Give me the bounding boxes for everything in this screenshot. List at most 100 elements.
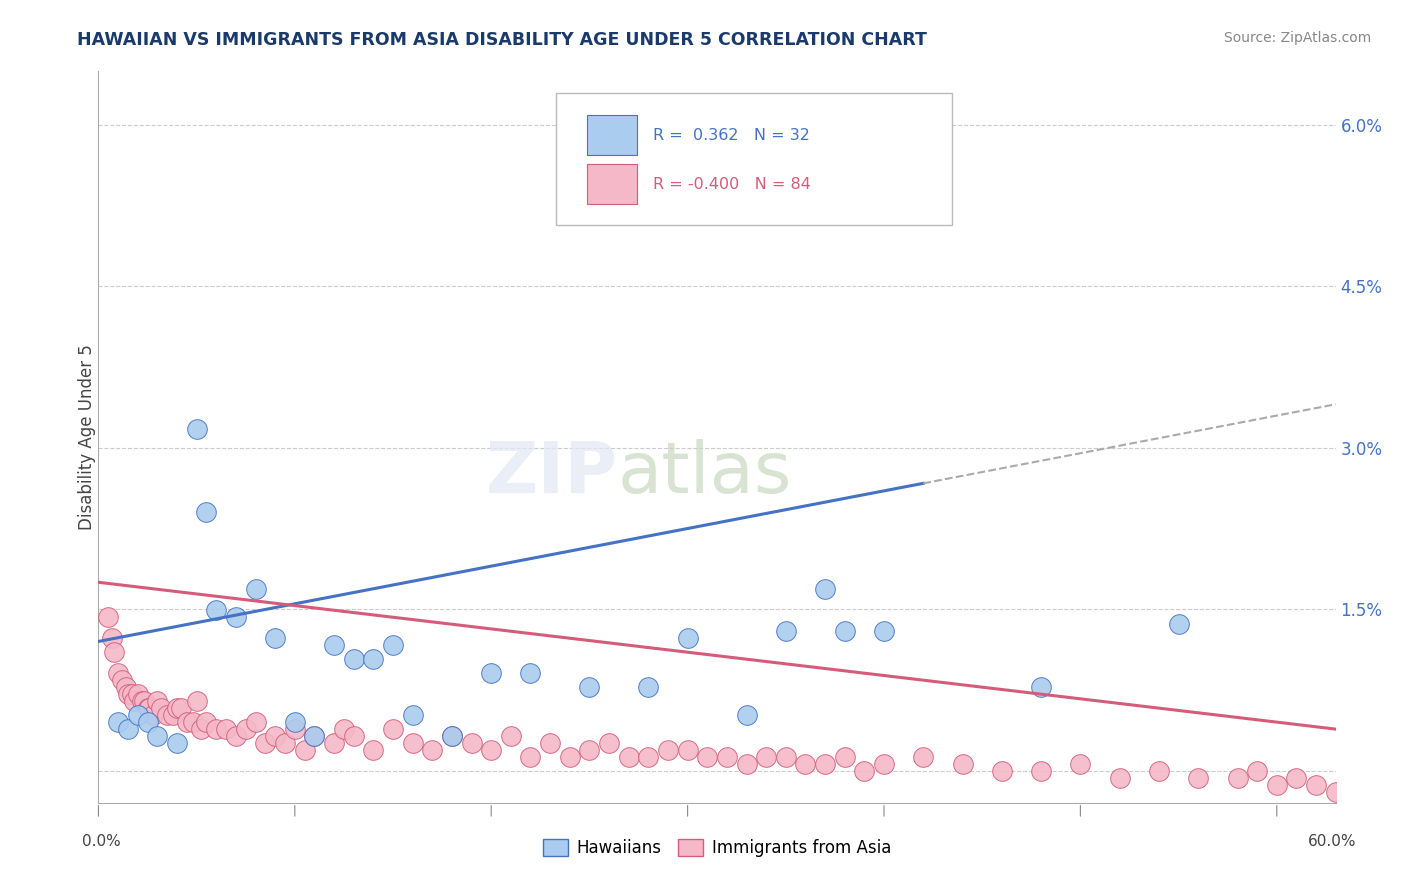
Point	[162, 613, 184, 627]
Text: R = -0.400   N = 84: R = -0.400 N = 84	[652, 177, 811, 192]
Point	[294, 666, 316, 681]
FancyBboxPatch shape	[557, 94, 952, 225]
Point	[834, 677, 856, 691]
Point	[814, 688, 837, 702]
Point	[440, 645, 463, 659]
Point	[117, 581, 139, 595]
Point	[132, 591, 155, 606]
Point	[190, 634, 212, 648]
Point	[775, 677, 797, 691]
Point	[170, 602, 193, 616]
Point	[735, 688, 758, 702]
Point	[538, 656, 561, 670]
Point	[420, 666, 443, 681]
Point	[657, 666, 679, 681]
Y-axis label: Disability Age Under 5: Disability Age Under 5	[79, 344, 96, 530]
Point	[794, 688, 817, 702]
Point	[136, 602, 159, 616]
Point	[215, 634, 238, 648]
Point	[111, 559, 134, 574]
Point	[401, 656, 423, 670]
Point	[181, 624, 204, 638]
Point	[97, 462, 120, 476]
Point	[834, 483, 856, 498]
Point	[1364, 731, 1386, 746]
Point	[142, 613, 165, 627]
Point	[323, 656, 346, 670]
Point	[382, 505, 405, 519]
Point	[284, 634, 307, 648]
Point	[117, 634, 139, 648]
FancyBboxPatch shape	[588, 164, 637, 204]
Point	[205, 634, 228, 648]
Point	[1167, 473, 1189, 487]
Point	[912, 677, 935, 691]
Point	[121, 581, 143, 595]
Point	[304, 645, 326, 659]
Point	[873, 483, 896, 498]
Text: 60.0%: 60.0%	[1308, 834, 1355, 849]
Point	[460, 656, 482, 670]
Point	[637, 677, 659, 691]
Point	[1226, 710, 1249, 724]
Point	[156, 613, 179, 627]
Point	[186, 591, 208, 606]
Point	[166, 602, 188, 616]
Point	[853, 698, 876, 713]
Point	[101, 494, 124, 508]
Point	[195, 624, 218, 638]
Point	[146, 645, 169, 659]
Point	[127, 581, 149, 595]
Point	[1187, 710, 1209, 724]
Text: R =  0.362   N = 32: R = 0.362 N = 32	[652, 128, 810, 144]
Point	[382, 634, 405, 648]
Point	[1246, 698, 1268, 713]
Point	[1108, 710, 1130, 724]
Point	[333, 634, 356, 648]
Point	[1305, 721, 1327, 735]
Text: HAWAIIAN VS IMMIGRANTS FROM ASIA DISABILITY AGE UNDER 5 CORRELATION CHART: HAWAIIAN VS IMMIGRANTS FROM ASIA DISABIL…	[77, 31, 927, 49]
Point	[284, 624, 307, 638]
Point	[1384, 742, 1406, 756]
Point	[1147, 698, 1170, 713]
Point	[254, 656, 277, 670]
Point	[225, 645, 247, 659]
Point	[274, 656, 297, 670]
Point	[245, 624, 267, 638]
Point	[363, 666, 385, 681]
Point	[1344, 721, 1367, 735]
Point	[1069, 688, 1091, 702]
Point	[205, 451, 228, 466]
Point	[755, 677, 778, 691]
Point	[235, 634, 257, 648]
Point	[716, 677, 738, 691]
Point	[264, 494, 287, 508]
Point	[127, 613, 149, 627]
Point	[264, 645, 287, 659]
Point	[775, 483, 797, 498]
Point	[245, 419, 267, 434]
Point	[1285, 710, 1308, 724]
Point	[107, 624, 129, 638]
Point	[952, 688, 974, 702]
Point	[131, 591, 153, 606]
Point	[696, 677, 718, 691]
Point	[107, 549, 129, 563]
Point	[186, 172, 208, 186]
Text: Source: ZipAtlas.com: Source: ZipAtlas.com	[1223, 31, 1371, 45]
Point	[343, 645, 366, 659]
Point	[1029, 570, 1052, 584]
Point	[195, 301, 218, 315]
Legend: Hawaiians, Immigrants from Asia: Hawaiians, Immigrants from Asia	[537, 832, 897, 864]
Point	[176, 624, 198, 638]
Point	[499, 645, 522, 659]
Point	[225, 462, 247, 476]
Point	[873, 688, 896, 702]
Point	[735, 613, 758, 627]
Point	[578, 666, 600, 681]
Point	[617, 677, 640, 691]
Point	[122, 591, 145, 606]
Point	[363, 527, 385, 541]
Text: atlas: atlas	[619, 439, 793, 508]
Point	[598, 656, 620, 670]
